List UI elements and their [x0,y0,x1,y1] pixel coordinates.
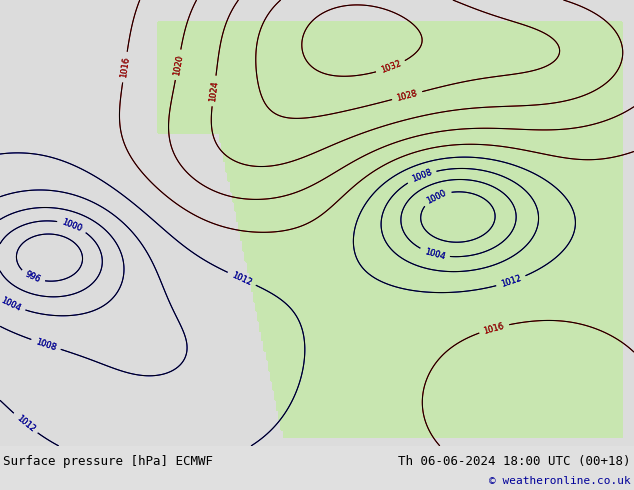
Text: 1000: 1000 [425,188,448,205]
Text: 1012: 1012 [15,413,36,434]
Text: 1012: 1012 [500,273,522,289]
Text: 1024: 1024 [208,80,220,102]
Text: 1012: 1012 [500,273,522,289]
Text: 1012: 1012 [230,270,253,287]
Text: 1020: 1020 [172,53,184,76]
Text: © weatheronline.co.uk: © weatheronline.co.uk [489,476,631,486]
Text: 1032: 1032 [379,59,402,75]
Text: 1000: 1000 [425,188,448,205]
Text: 1008: 1008 [410,168,433,184]
Text: 1012: 1012 [15,413,36,434]
Text: 1008: 1008 [410,168,433,184]
Text: 996: 996 [23,270,42,285]
Text: 1004: 1004 [424,247,446,261]
Text: 1008: 1008 [34,337,58,352]
Text: Th 06-06-2024 18:00 UTC (00+18): Th 06-06-2024 18:00 UTC (00+18) [398,455,631,468]
Text: 1032: 1032 [379,59,402,75]
Text: 1024: 1024 [208,80,220,102]
Text: 1016: 1016 [482,321,505,336]
Text: 1008: 1008 [34,337,58,352]
Text: 1028: 1028 [396,89,418,102]
Text: 1012: 1012 [230,270,253,287]
Text: 1004: 1004 [0,295,22,313]
Text: 1028: 1028 [396,89,418,102]
Text: 1016: 1016 [482,321,505,336]
Text: 1004: 1004 [424,247,446,261]
Text: Surface pressure [hPa] ECMWF: Surface pressure [hPa] ECMWF [3,455,213,468]
Text: 1000: 1000 [61,218,84,233]
Text: 1020: 1020 [172,53,184,76]
Text: 1004: 1004 [0,295,22,313]
Text: 996: 996 [23,270,42,285]
Text: 1000: 1000 [61,218,84,233]
Text: 1016: 1016 [119,56,131,78]
Text: 1016: 1016 [119,56,131,78]
